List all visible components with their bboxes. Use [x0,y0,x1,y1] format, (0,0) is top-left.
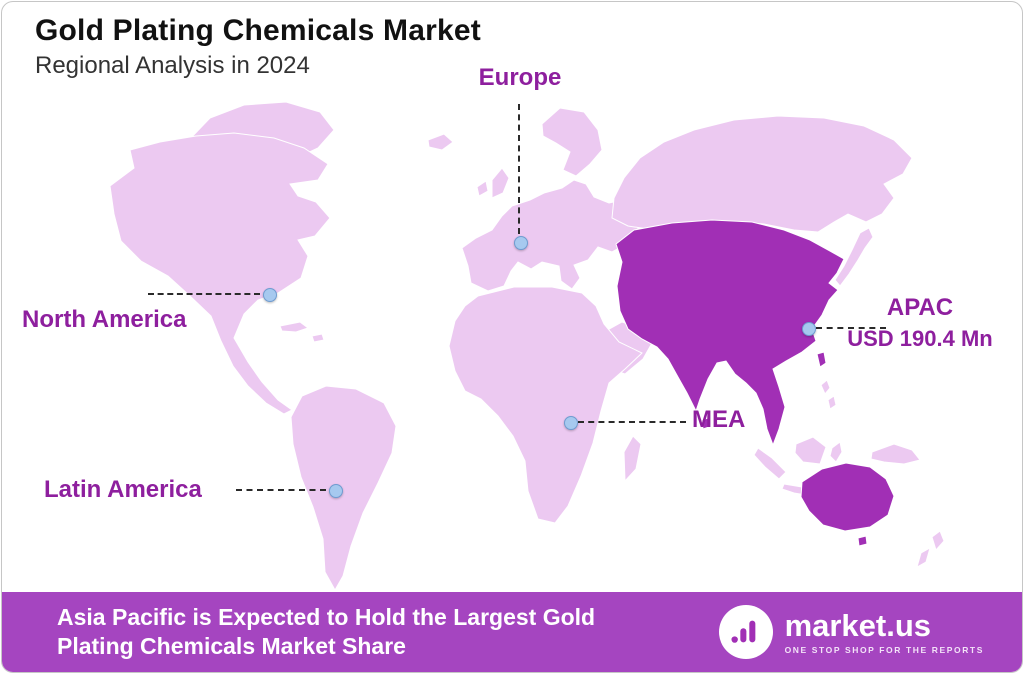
marketus-logo-icon [718,605,773,659]
world-map-svg [109,101,945,592]
leader-line-europe [518,104,520,234]
region-new-guinea [870,443,921,465]
brand-text: market.us ONE STOP SHOP FOR THE REPORTS [785,610,984,655]
region-cuba [279,321,310,333]
marker-dot-apac [802,322,816,336]
region-hispaniola [311,333,325,343]
region-philippines [820,379,837,410]
region-sri-lanka [701,417,710,430]
region-tasmania [857,535,868,547]
label-north-america: North America [22,306,187,333]
world-map: Europe North America APAC USD 190.4 Mn M… [2,2,1022,596]
region-australia [800,462,895,532]
label-latin-america: Latin America [44,476,202,503]
region-ireland [476,180,489,197]
region-taiwan [816,351,827,368]
leader-line-north-america [148,293,260,295]
region-borneo [794,436,827,465]
marker-dot-mea [564,416,578,430]
brand-tagline: ONE STOP SHOP FOR THE REPORTS [784,644,984,655]
label-apac-block: APAC USD 190.4 Mn [838,294,1002,352]
label-apac: APAC [886,294,954,321]
page-subtitle: Regional Analysis in 2024 [35,52,310,79]
region-scandinavia [541,107,603,177]
region-japan [834,227,874,287]
label-europe: Europe [478,64,562,91]
region-russia-siberia [611,115,913,233]
region-iceland [427,133,454,151]
region-sumatra [753,447,787,480]
region-sulawesi [829,441,843,463]
marker-dot-north-america [263,288,277,302]
footer-headline: Asia Pacific is Expected to Hold the Lar… [57,603,595,662]
marker-dot-europe [514,236,528,250]
region-madagascar [623,435,642,483]
apac-market-value: USD 190.4 Mn [847,326,993,351]
brand-logo: market.us ONE STOP SHOP FOR THE REPORTS [718,605,984,659]
brand-name: market.us [784,607,932,643]
leader-line-latin-america [236,489,326,491]
header: Gold Plating Chemicals Market Regional A… [35,14,481,80]
label-mea: MEA [692,406,746,433]
marker-dot-latin-america [329,484,343,498]
leader-line-apac [816,327,886,329]
region-britain [491,167,510,199]
footer-headline-line2: Plating Chemicals Market Share [57,633,406,659]
page-title: Gold Plating Chemicals Market [35,14,481,47]
region-apac-asia [615,219,845,447]
footer-headline-line1: Asia Pacific is Expected to Hold the Lar… [57,603,596,630]
region-north-america [109,132,331,415]
leader-line-mea [578,421,686,423]
region-new-zealand [916,530,945,569]
region-africa [448,286,643,524]
region-europe [461,179,639,292]
footer-banner: Asia Pacific is Expected to Hold the Lar… [2,592,1022,672]
region-south-america [290,385,397,592]
